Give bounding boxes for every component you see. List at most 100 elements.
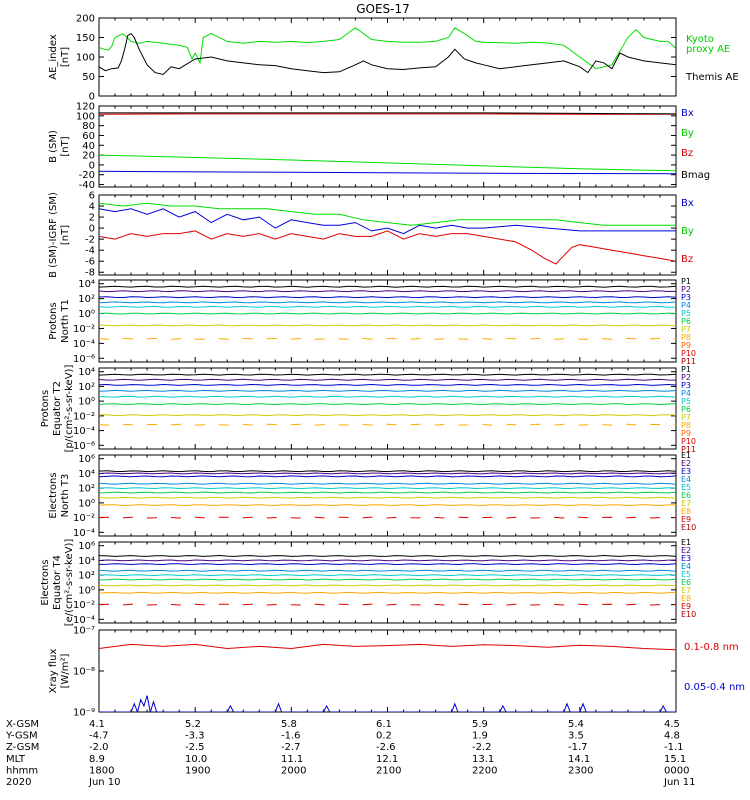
- panel-frame: [98, 105, 677, 188]
- legend-e4: E4: [681, 562, 691, 571]
- y-axis-label: [nT]: [60, 47, 71, 67]
- time-axis-value: 5.8: [281, 719, 297, 730]
- y-axis-label: Xray flux: [48, 649, 59, 694]
- y-tick-label: 10⁻⁴: [73, 528, 95, 539]
- time-axis-value: -2.7: [281, 742, 301, 753]
- y-tick-label: 10⁻⁴: [73, 426, 95, 437]
- time-axis-value: 0.2: [376, 731, 392, 742]
- time-axis-value: -4.7: [89, 731, 109, 742]
- legend-e7: E7: [681, 586, 691, 595]
- legend-p6: P6: [681, 317, 691, 326]
- y-axis-label: [e/(cm²-s-sr-keV)]: [64, 539, 75, 627]
- series-p6: [99, 312, 676, 315]
- panel-frame: [98, 279, 677, 363]
- y-axis-label: [nT]: [60, 136, 71, 156]
- series-group: [99, 643, 676, 712]
- legend-e9: E9: [681, 602, 691, 611]
- legend-bz: Bz: [681, 148, 693, 159]
- y-axis-label: AE_index: [48, 34, 59, 80]
- time-axis-value: 14.1: [568, 754, 590, 765]
- series-p2: [99, 378, 676, 381]
- time-axis-value: 4.8: [664, 731, 680, 742]
- legend-0-05-0-4-nm: 0.05-0.4 nm: [684, 682, 745, 693]
- legend-p2: P2: [681, 285, 691, 294]
- series-e7: [99, 584, 676, 587]
- time-axis-value: -3.3: [185, 731, 205, 742]
- time-axis-row-label: X-GSM: [6, 719, 39, 730]
- series-group: [99, 27, 676, 76]
- y-tick-label: -40: [79, 180, 95, 191]
- series-group: [99, 285, 676, 340]
- legend-e1: E1: [681, 451, 691, 460]
- time-axis-value: 2100: [376, 765, 401, 776]
- y-tick-label: 10⁻⁹: [73, 708, 95, 719]
- y-tick-label: 10²: [78, 484, 95, 495]
- y-tick-label: 100: [76, 111, 95, 122]
- y-axis-label: North T3: [60, 474, 71, 518]
- series-e3: [99, 563, 676, 566]
- legend-e6: E6: [681, 578, 691, 587]
- time-axis-value: 6.1: [376, 719, 392, 730]
- y-tick-label: 0: [89, 92, 95, 103]
- y-tick-label: 50: [82, 72, 95, 83]
- legend-p4: P4: [681, 301, 691, 310]
- series-e8: [99, 504, 676, 507]
- y-tick-label: 10⁻⁴: [73, 339, 95, 350]
- y-axis-label: B (SM)-IGRF (SM): [48, 192, 59, 278]
- y-tick-label: 10⁻²: [73, 513, 95, 524]
- series-p4: [99, 389, 676, 392]
- series-bx: [99, 170, 676, 175]
- series-e1: [99, 554, 676, 557]
- time-axis-value: 0000: [664, 765, 689, 776]
- series-p7: [99, 324, 676, 327]
- time-axis-value: 5.4: [568, 719, 584, 730]
- time-axis-value: 10.0: [185, 754, 207, 765]
- y-tick-label: 20: [82, 151, 95, 162]
- y-axis-label: Protons: [48, 302, 59, 339]
- legend-p8: P8: [681, 421, 691, 430]
- y-tick-label: 10⁻²: [73, 600, 95, 611]
- legend-p2: P2: [681, 373, 691, 382]
- y-tick-label: 10⁰: [78, 397, 95, 408]
- series-group: [99, 470, 676, 519]
- time-axis-value: 8.9: [89, 754, 105, 765]
- legend-p3: P3: [681, 381, 691, 390]
- chart-title: GOES-17: [356, 2, 410, 16]
- time-axis-value: 4.1: [89, 719, 105, 730]
- legend-e3: E3: [681, 467, 691, 476]
- y-tick-label: 10⁴: [78, 469, 95, 480]
- series-e2: [99, 472, 676, 475]
- y-tick-label: 150: [76, 33, 95, 44]
- y-tick-label: 0: [89, 224, 95, 235]
- y-tick-label: 200: [76, 14, 95, 25]
- y-axis-label: Electrons: [48, 472, 59, 518]
- series-themis-ae: [99, 32, 676, 76]
- series-by: [99, 154, 676, 172]
- series-p3: [99, 296, 676, 299]
- series-e9: [99, 603, 676, 606]
- legend-0-1-0-8-nm: 0.1-0.8 nm: [684, 642, 739, 653]
- y-axis-label: Protons: [40, 390, 51, 427]
- series-e2: [99, 559, 676, 562]
- y-axis-label: Equator T4: [52, 555, 63, 610]
- series-e4: [99, 482, 676, 485]
- time-axis: X-GSM 4.1 5.2 5.8 6.1 5.9 5.4 4.5Y-GSM -4.7 -3.3-…: [5, 719, 696, 788]
- series-bx: [99, 208, 676, 235]
- time-axis-value: 2300: [568, 765, 593, 776]
- y-tick-label: 100: [76, 53, 95, 64]
- y-tick-label: 0: [89, 160, 95, 171]
- y-tick-label: 10⁶: [78, 454, 95, 465]
- panel-xray: 10⁻⁷ 10⁻⁸ 10⁻⁹ Xray flux [W/m²] 0.1-0.8 nm 0.0…: [48, 626, 745, 719]
- legend-e1: E1: [681, 538, 691, 547]
- legend-p7: P7: [681, 325, 691, 334]
- legend-bx: Bx: [681, 198, 694, 209]
- legend-e8: E8: [681, 507, 691, 516]
- series-e5: [99, 574, 676, 577]
- series-0-1-0-8-nm: [99, 643, 676, 651]
- y-axis-label: [nT]: [60, 225, 71, 245]
- y-tick-label: 80: [82, 121, 95, 132]
- legend-p3: P3: [681, 293, 691, 302]
